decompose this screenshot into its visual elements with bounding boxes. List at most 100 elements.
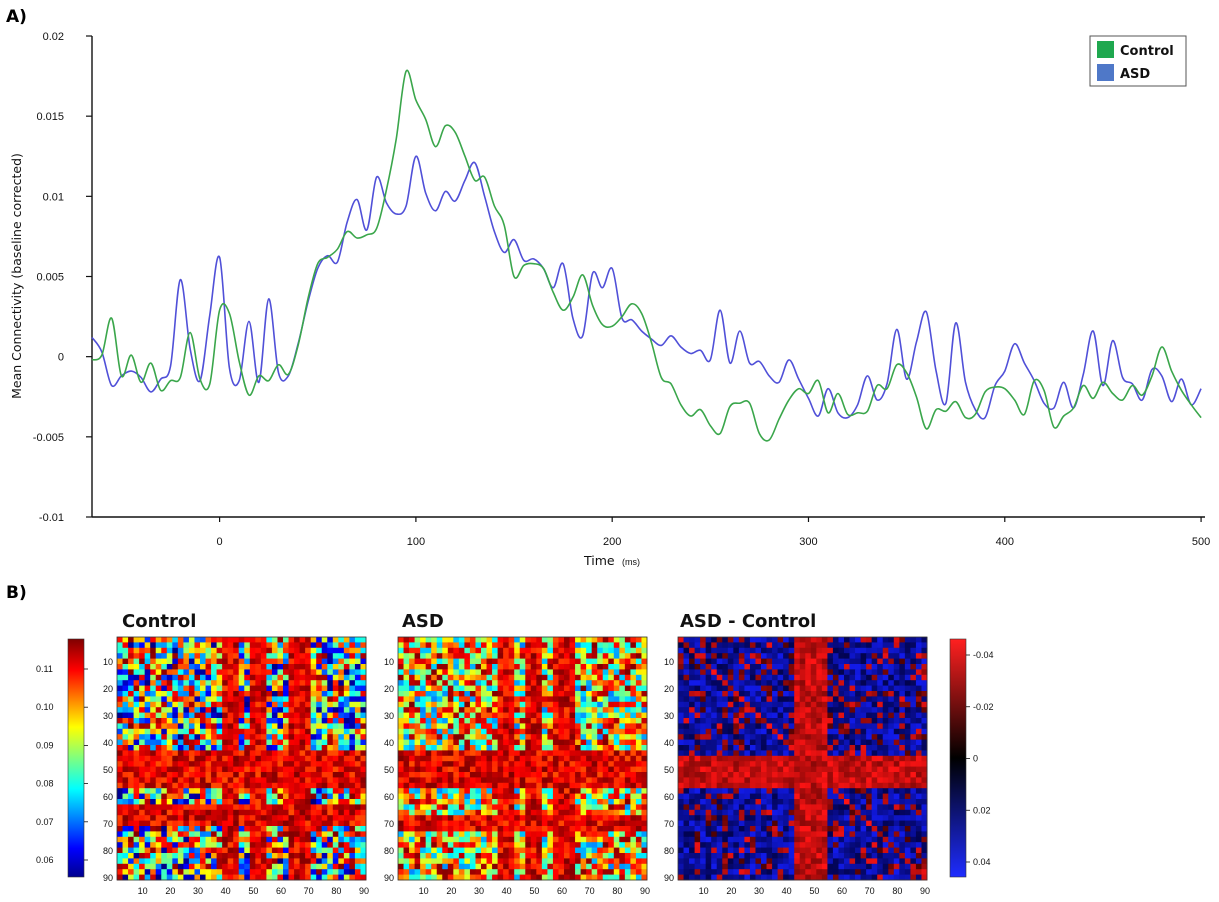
heatmap-cell (161, 718, 168, 724)
heatmap-cell (227, 782, 234, 789)
heatmap-cell (343, 653, 350, 659)
heatmap-cell (514, 782, 521, 789)
heatmap-cell (117, 745, 123, 751)
heatmap-cell (630, 674, 637, 681)
heatmap-cell (475, 637, 482, 643)
heatmap-cell (855, 707, 861, 713)
heatmap-cell (431, 815, 438, 821)
heatmap-cell (200, 701, 206, 708)
heatmap-cell (552, 712, 559, 719)
heatmap-cell (508, 799, 515, 805)
heatmap-cell (238, 745, 245, 751)
heatmap-cell (827, 707, 834, 713)
heatmap-cell (321, 658, 328, 665)
heatmap-cell (700, 707, 707, 713)
heatmap-cell (552, 685, 559, 692)
heatmap-cell (139, 718, 146, 724)
heatmap-cell (552, 853, 559, 859)
heatmap-cell (492, 847, 498, 854)
heatmap-cell (464, 707, 471, 713)
heatmap-cell (277, 642, 284, 649)
heatmap-cell (453, 680, 460, 686)
heatmap-cell (591, 707, 598, 713)
heatmap-y-tick-label: 20 (384, 684, 394, 694)
heatmap-cell (738, 674, 745, 681)
heatmap-cell (305, 793, 312, 800)
heatmap-cell (161, 723, 168, 730)
heatmap-cell (744, 691, 751, 697)
heatmap-cell (619, 734, 626, 740)
heatmap-cell (722, 691, 729, 697)
heatmap-cell (403, 761, 410, 767)
heatmap-cell (327, 707, 334, 713)
heatmap-cell (915, 642, 922, 649)
heatmap-cell (597, 788, 604, 794)
heatmap-cell (602, 685, 609, 692)
heatmap-cell (338, 820, 345, 827)
heatmap-cell (205, 782, 212, 789)
heatmap-cell (249, 788, 256, 794)
heatmap-cell (547, 755, 554, 762)
heatmap-cell (343, 712, 350, 719)
heatmap-cell (414, 809, 421, 816)
series-lines (91, 69, 1202, 442)
heatmap-cell (398, 691, 404, 697)
heatmap-cell (481, 734, 487, 740)
heatmap-cell (222, 826, 229, 832)
heatmap-cell (283, 772, 289, 778)
heatmap-cell (733, 718, 740, 724)
colorbar-tick-label: -0.02 (973, 702, 994, 712)
heatmap-cell (436, 669, 443, 676)
heatmap-cell (133, 809, 140, 816)
heatmap-cell (133, 826, 140, 832)
heatmap-cell (575, 739, 581, 746)
heatmap-cell (244, 674, 251, 681)
heatmap-cell (327, 804, 334, 811)
heatmap-cell (255, 701, 262, 708)
heatmap-cell (619, 777, 626, 784)
heatmap-cell (420, 815, 427, 821)
heatmap-cell (321, 755, 328, 762)
heatmap-cell (503, 674, 510, 681)
heatmap-cell (260, 842, 267, 848)
heatmap-cell (514, 750, 521, 757)
heatmap-cell (144, 701, 151, 708)
heatmap-cell (860, 723, 867, 730)
heatmap-cell (447, 793, 454, 800)
heatmap-cell (711, 647, 718, 654)
heatmap-cell (403, 653, 410, 659)
heatmap-cell (591, 728, 598, 735)
heatmap-cell (117, 831, 123, 838)
heatmap-cell (414, 858, 421, 865)
heatmap-cell (349, 869, 356, 875)
matrix-title-control: Control (122, 611, 196, 632)
heatmap-cell (575, 647, 581, 654)
heatmap-cell (255, 766, 262, 773)
heatmap-cell (294, 658, 300, 665)
heatmap-cell (161, 761, 168, 767)
heatmap-cell (244, 793, 251, 800)
heatmap-cell (597, 858, 604, 865)
heatmap-cell (564, 653, 570, 659)
heatmap-cell (277, 707, 284, 713)
heatmap-cell (354, 691, 361, 697)
heatmap-cell (602, 836, 609, 843)
heatmap-cell (558, 809, 565, 816)
heatmap-cell (316, 772, 323, 778)
heatmap-cell (575, 750, 581, 757)
heatmap-cell (354, 831, 361, 838)
heatmap-cell (541, 874, 548, 881)
heatmap-cell (447, 761, 454, 767)
heatmap-cell (172, 680, 179, 686)
heatmap-cell (558, 820, 565, 827)
heatmap-cell (700, 701, 707, 708)
heatmap-cell (602, 809, 609, 816)
heatmap-cell (586, 847, 593, 854)
heatmap-cell (469, 707, 476, 713)
heatmap-cell (266, 772, 273, 778)
heatmap-cell (321, 858, 328, 865)
heatmap-cell (133, 669, 140, 676)
heatmap-cell (238, 793, 245, 800)
heatmap-cell (414, 766, 421, 773)
heatmap-cell (442, 809, 449, 816)
